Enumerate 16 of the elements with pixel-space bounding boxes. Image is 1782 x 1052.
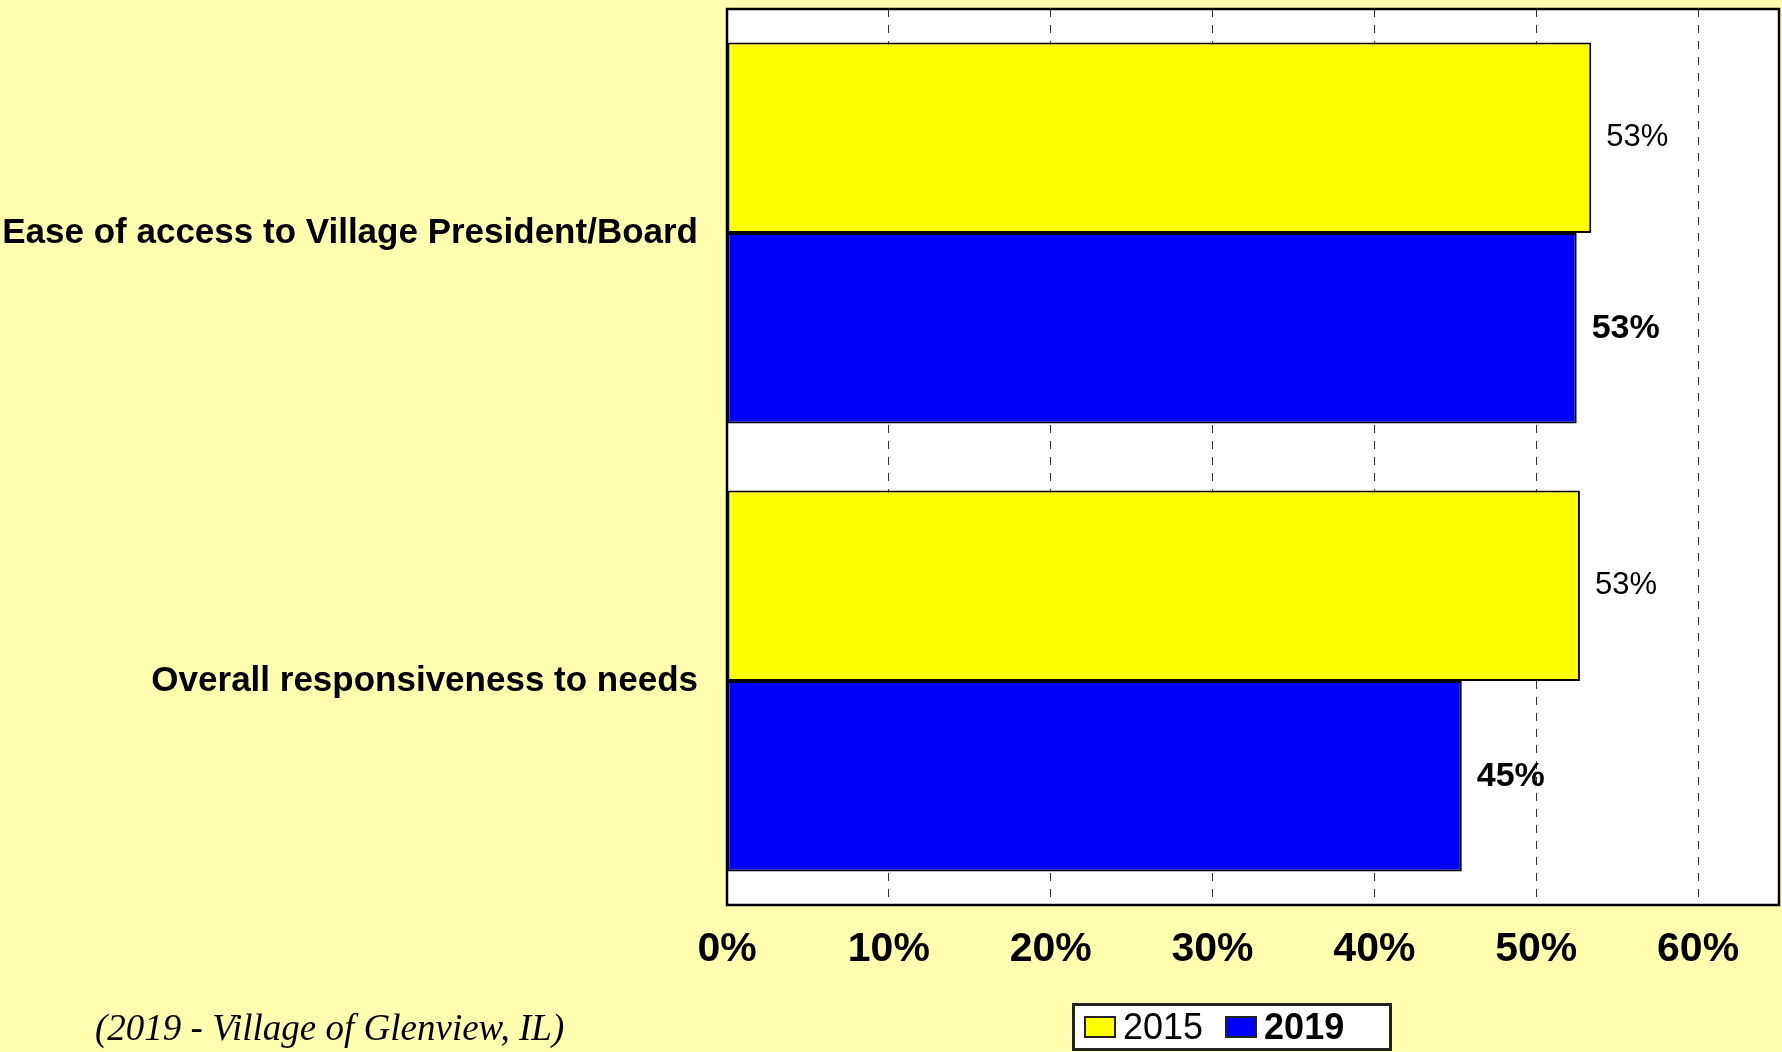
x-tick-label: 20% [1009,923,1092,970]
legend-label: 2019 [1264,1006,1345,1047]
y-tick-label: Overall responsiveness to needs [151,658,698,698]
legend-label: 2015 [1123,1006,1204,1047]
y-tick-label: Ease of access to Village President/Board [2,210,698,250]
x-tick-label: 10% [847,923,930,970]
x-tick-label: 50% [1495,923,1578,970]
data-label: 53% [1594,566,1657,602]
x-tick-label: 60% [1657,923,1740,970]
data-label: 45% [1476,754,1545,793]
data-label: 53% [1606,118,1669,154]
text: (2019 - Village of Glenview, IL) [95,1007,565,1049]
x-tick-label: 30% [1171,923,1254,970]
x-tick-label: 40% [1333,923,1416,970]
data-label: 53% [1591,306,1660,345]
x-tick-label: 0% [697,923,757,970]
